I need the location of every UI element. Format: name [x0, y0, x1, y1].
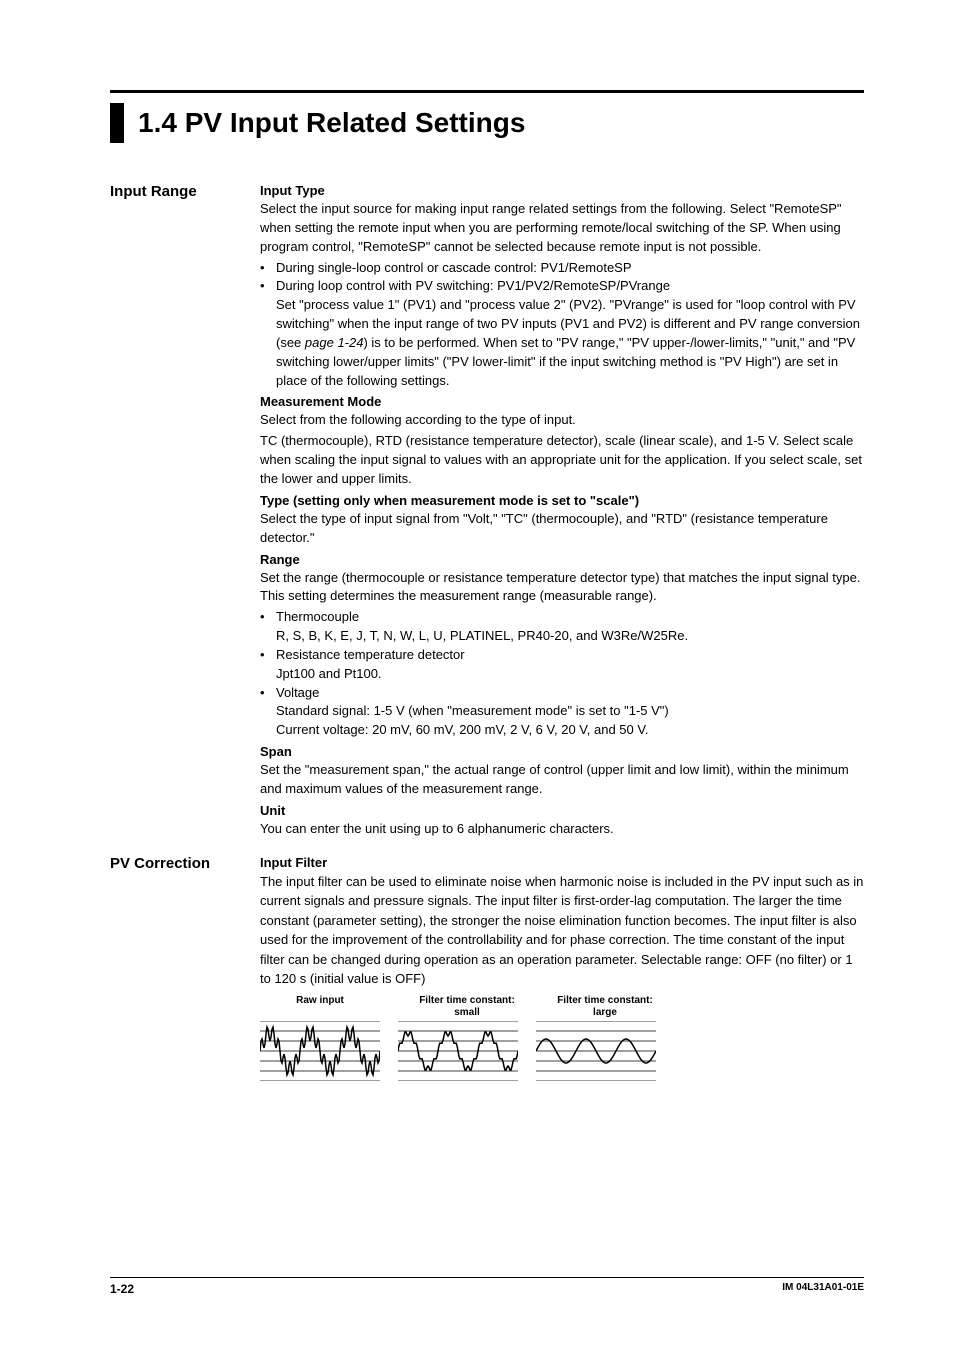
bullet-item: • During single-loop control or cascade … — [260, 259, 864, 278]
input-type-heading: Input Type — [260, 183, 864, 198]
filter-large-label: Filter time constant:large — [536, 995, 674, 1019]
unit-heading: Unit — [260, 803, 864, 818]
bullet-sub: R, S, B, K, E, J, T, N, W, L, U, PLATINE… — [276, 627, 864, 646]
raw-input-label: Raw input — [260, 995, 380, 1019]
measurement-mode-p1: Select from the following according to t… — [260, 411, 864, 430]
bullet-text-line: During loop control with PV switching: P… — [276, 278, 670, 293]
title-bar — [110, 103, 124, 143]
bullet-text: During single-loop control or cascade co… — [276, 259, 864, 278]
page-number: 1-22 — [110, 1282, 134, 1296]
bullet-dot: • — [260, 646, 276, 665]
range-p1: Set the range (thermocouple or resistanc… — [260, 569, 864, 607]
input-filter-p1: The input filter can be used to eliminat… — [260, 872, 864, 989]
bullet-item: • Resistance temperature detector — [260, 646, 864, 665]
bullet-dot: • — [260, 608, 276, 627]
page-title: 1.4 PV Input Related Settings — [138, 107, 525, 139]
unit-p1: You can enter the unit using up to 6 alp… — [260, 820, 864, 839]
raw-input-chart — [260, 1021, 380, 1081]
bullet-text: During loop control with PV switching: P… — [276, 277, 864, 390]
span-heading: Span — [260, 744, 864, 759]
bullet-dot: • — [260, 277, 276, 390]
type-heading: Type (setting only when measurement mode… — [260, 493, 864, 508]
bullet-item: • Voltage — [260, 684, 864, 703]
type-p1: Select the type of input signal from "Vo… — [260, 510, 864, 548]
bullet-sub: Standard signal: 1-5 V (when "measuremen… — [276, 702, 864, 721]
doc-id: IM 04L31A01-01E — [782, 1282, 864, 1296]
bullet-dot: • — [260, 684, 276, 703]
bullet-sub: Jpt100 and Pt100. — [276, 665, 864, 684]
pv-correction-heading: PV Correction — [110, 855, 260, 872]
bullet-text: Voltage — [276, 684, 864, 703]
input-range-heading: Input Range — [110, 183, 260, 200]
filter-small-chart — [398, 1021, 518, 1081]
range-heading: Range — [260, 552, 864, 567]
page-footer: 1-22 IM 04L31A01-01E — [110, 1277, 864, 1296]
bullet-text: Resistance temperature detector — [276, 646, 864, 665]
filter-diagrams: Raw input Filter time constant:small Fil… — [260, 995, 864, 1081]
input-filter-heading: Input Filter — [260, 855, 864, 870]
title-block: 1.4 PV Input Related Settings — [110, 103, 864, 143]
filter-large-chart — [536, 1021, 656, 1081]
input-type-text: Select the input source for making input… — [260, 200, 864, 257]
bullet-dot: • — [260, 259, 276, 278]
bullet-sub: Current voltage: 20 mV, 60 mV, 200 mV, 2… — [276, 721, 864, 740]
measurement-mode-heading: Measurement Mode — [260, 394, 864, 409]
top-rule — [110, 90, 864, 93]
bullet-item: • During loop control with PV switching:… — [260, 277, 864, 390]
page-ref: page 1-24 — [305, 335, 364, 350]
bullet-item: • Thermocouple — [260, 608, 864, 627]
measurement-mode-p2: TC (thermocouple), RTD (resistance tempe… — [260, 432, 864, 489]
bullet-cont-b: ) is to be performed. When set to "PV ra… — [276, 335, 855, 388]
input-range-section: Input Range Input Type Select the input … — [110, 183, 864, 841]
bullet-text: Thermocouple — [276, 608, 864, 627]
span-p1: Set the "measurement span," the actual r… — [260, 761, 864, 799]
pv-correction-section: PV Correction Input Filter The input fil… — [110, 855, 864, 1081]
filter-small-label: Filter time constant:small — [398, 995, 536, 1019]
